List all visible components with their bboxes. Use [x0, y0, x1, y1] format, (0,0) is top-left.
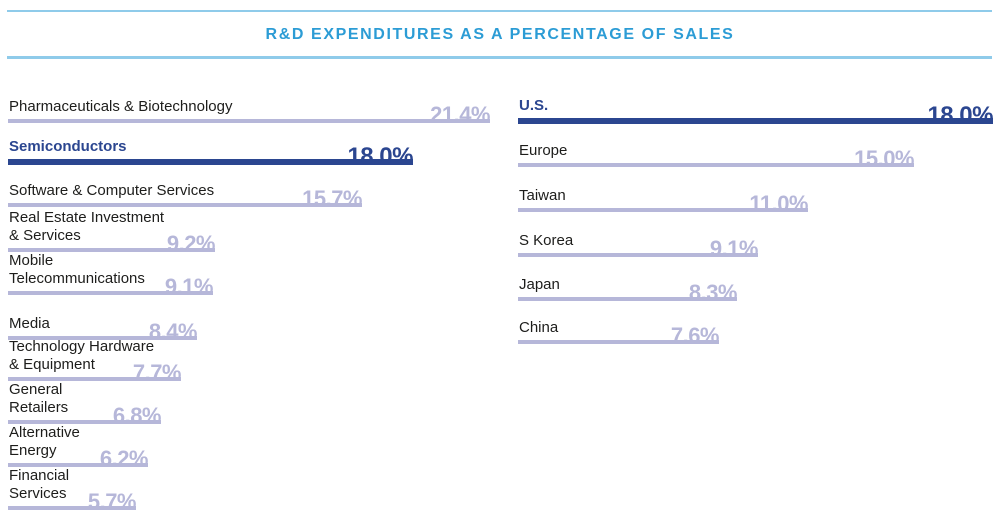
chart-row-industries-6: Technology Hardware & Equipment 7.7%: [8, 315, 490, 385]
chart-row-industries-3: Real Estate Investment & Services 9.2%: [8, 186, 490, 256]
category-label: U.S.: [519, 97, 549, 114]
value-label: 6.2%: [99, 446, 149, 471]
value-label: 6.8%: [112, 403, 162, 428]
chart-row-industries-5: Media 8.4%: [8, 274, 490, 344]
category-label: Europe: [519, 142, 568, 159]
category-label: Japan: [519, 276, 560, 293]
chart-row-industries-7: General Retailers 6.8%: [8, 358, 490, 428]
value-label: 11.0%: [749, 191, 808, 216]
value-bar: [518, 208, 808, 212]
category-label: Pharmaceuticals & Biotechnology: [9, 98, 233, 115]
value-label: 9.1%: [709, 236, 759, 261]
category-label: Financial Services: [9, 467, 70, 502]
value-bar: [8, 119, 490, 123]
value-bar: [518, 118, 993, 124]
value-label: 5.7%: [87, 489, 137, 514]
category-label: Semiconductors: [9, 138, 127, 155]
value-label: 18.0%: [347, 143, 413, 170]
value-label: 15.0%: [854, 146, 914, 171]
chart-row-industries-1: Semiconductors 18.0%: [8, 99, 490, 169]
chart-row-regions-2: Taiwan 11.0%: [518, 146, 993, 216]
value-label: 18.0%: [927, 102, 993, 129]
chart-row-regions-3: S Korea 9.1%: [518, 191, 993, 261]
category-label: Taiwan: [519, 187, 566, 204]
value-bar: [8, 159, 413, 165]
value-bar: [518, 163, 914, 167]
value-bar: [518, 253, 758, 257]
value-label: 15.7%: [302, 186, 362, 211]
value-bar: [518, 297, 737, 301]
category-label: Real Estate Investment & Services: [9, 209, 165, 244]
value-bar: [8, 506, 136, 510]
category-label: Technology Hardware & Equipment: [9, 338, 155, 373]
value-bar: [8, 463, 148, 467]
category-label: Mobile Telecommunications: [9, 252, 145, 287]
chart-row-industries-4: Mobile Telecommunications 9.1%: [8, 229, 490, 299]
chart-row-industries-8: Alternative Energy 6.2%: [8, 401, 490, 471]
value-label: 9.2%: [166, 231, 216, 256]
value-label: 7.7%: [132, 360, 182, 385]
header-top-rule: [7, 10, 992, 12]
category-label: Media: [9, 315, 50, 332]
category-label: Software & Computer Services: [9, 182, 215, 199]
value-bar: [8, 203, 362, 207]
value-bar: [8, 291, 213, 295]
value-label: 9.1%: [164, 274, 214, 299]
header-bottom-rule: [7, 56, 992, 59]
value-bar: [8, 420, 161, 424]
value-bar: [8, 248, 215, 252]
category-label: China: [519, 319, 559, 336]
chart-row-regions-4: Japan 8.3%: [518, 235, 993, 305]
value-bar: [8, 377, 181, 381]
value-bar: [8, 336, 197, 340]
value-bar: [518, 340, 719, 344]
category-label: S Korea: [519, 232, 574, 249]
value-label: 8.3%: [688, 280, 738, 305]
value-label: 7.6%: [670, 323, 720, 348]
chart-row-regions-1: Europe 15.0%: [518, 101, 993, 171]
chart-row-industries-0: Pharmaceuticals & Biotechnology 21.4%: [8, 57, 491, 127]
value-label: 21.4%: [430, 102, 490, 127]
category-label: Alternative Energy: [9, 424, 80, 459]
chart-title: R&D EXPENDITURES AS A PERCENTAGE OF SALE…: [265, 26, 735, 43]
chart-row-industries-2: Software & Computer Services 15.7%: [8, 141, 490, 211]
chart-row-industries-9: Financial Services 5.7%: [8, 444, 490, 514]
value-label: 8.4%: [148, 319, 198, 344]
category-label: General Retailers: [9, 381, 69, 416]
chart-row-regions-0: U.S. 18.0%: [518, 58, 994, 128]
chart-row-regions-5: China 7.6%: [518, 278, 993, 348]
